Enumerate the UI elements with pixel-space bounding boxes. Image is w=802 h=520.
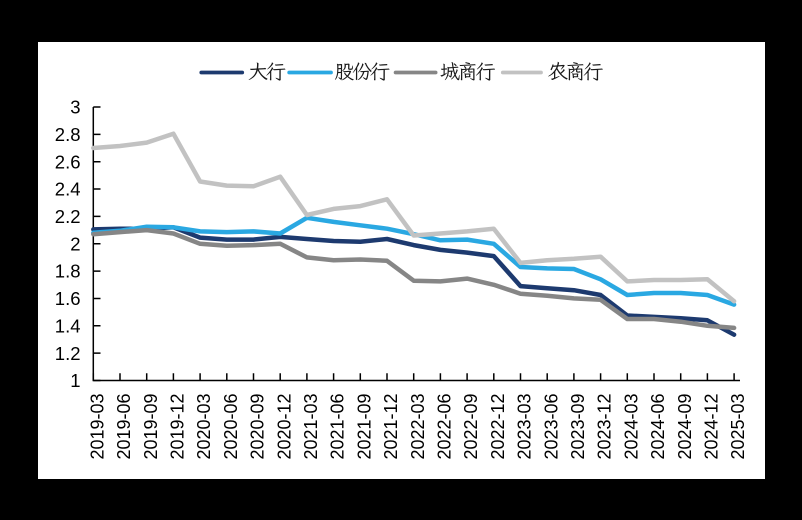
svg-text:2024-09: 2024-09: [675, 393, 695, 459]
svg-text:2.8: 2.8: [55, 124, 81, 145]
svg-text:2019-09: 2019-09: [141, 393, 161, 459]
svg-text:1.2: 1.2: [55, 343, 81, 364]
svg-text:2023-12: 2023-12: [595, 393, 615, 459]
svg-text:1.4: 1.4: [55, 315, 81, 336]
svg-text:2019-06: 2019-06: [114, 393, 134, 459]
svg-text:2.4: 2.4: [55, 179, 81, 200]
svg-text:2022-09: 2022-09: [461, 393, 481, 459]
svg-text:2021-12: 2021-12: [381, 393, 401, 459]
svg-text:1: 1: [70, 370, 80, 391]
svg-text:2020-09: 2020-09: [248, 393, 268, 459]
svg-text:2: 2: [70, 233, 80, 254]
svg-text:2.2: 2.2: [55, 206, 81, 227]
svg-text:2020-03: 2020-03: [194, 393, 214, 459]
svg-text:2025-03: 2025-03: [728, 393, 748, 459]
svg-text:3: 3: [70, 97, 80, 118]
svg-text:2020-12: 2020-12: [274, 393, 294, 459]
svg-text:2024-12: 2024-12: [702, 393, 722, 459]
svg-text:2.6: 2.6: [55, 151, 81, 172]
svg-text:1.8: 1.8: [55, 261, 81, 282]
svg-text:2020-06: 2020-06: [221, 393, 241, 459]
svg-text:2023-06: 2023-06: [541, 393, 561, 459]
svg-text:2019-03: 2019-03: [87, 393, 107, 459]
svg-text:2024-03: 2024-03: [621, 393, 641, 459]
svg-text:2023-09: 2023-09: [568, 393, 588, 459]
svg-text:2021-03: 2021-03: [301, 393, 321, 459]
svg-text:2024-06: 2024-06: [648, 393, 668, 459]
svg-text:2022-03: 2022-03: [408, 393, 428, 459]
svg-text:1.6: 1.6: [55, 288, 81, 309]
svg-text:2021-06: 2021-06: [328, 393, 348, 459]
svg-text:2022-06: 2022-06: [435, 393, 455, 459]
svg-text:2022-12: 2022-12: [488, 393, 508, 459]
svg-text:2023-03: 2023-03: [515, 393, 535, 459]
svg-text:2019-12: 2019-12: [168, 393, 188, 459]
svg-text:2021-09: 2021-09: [354, 393, 374, 459]
